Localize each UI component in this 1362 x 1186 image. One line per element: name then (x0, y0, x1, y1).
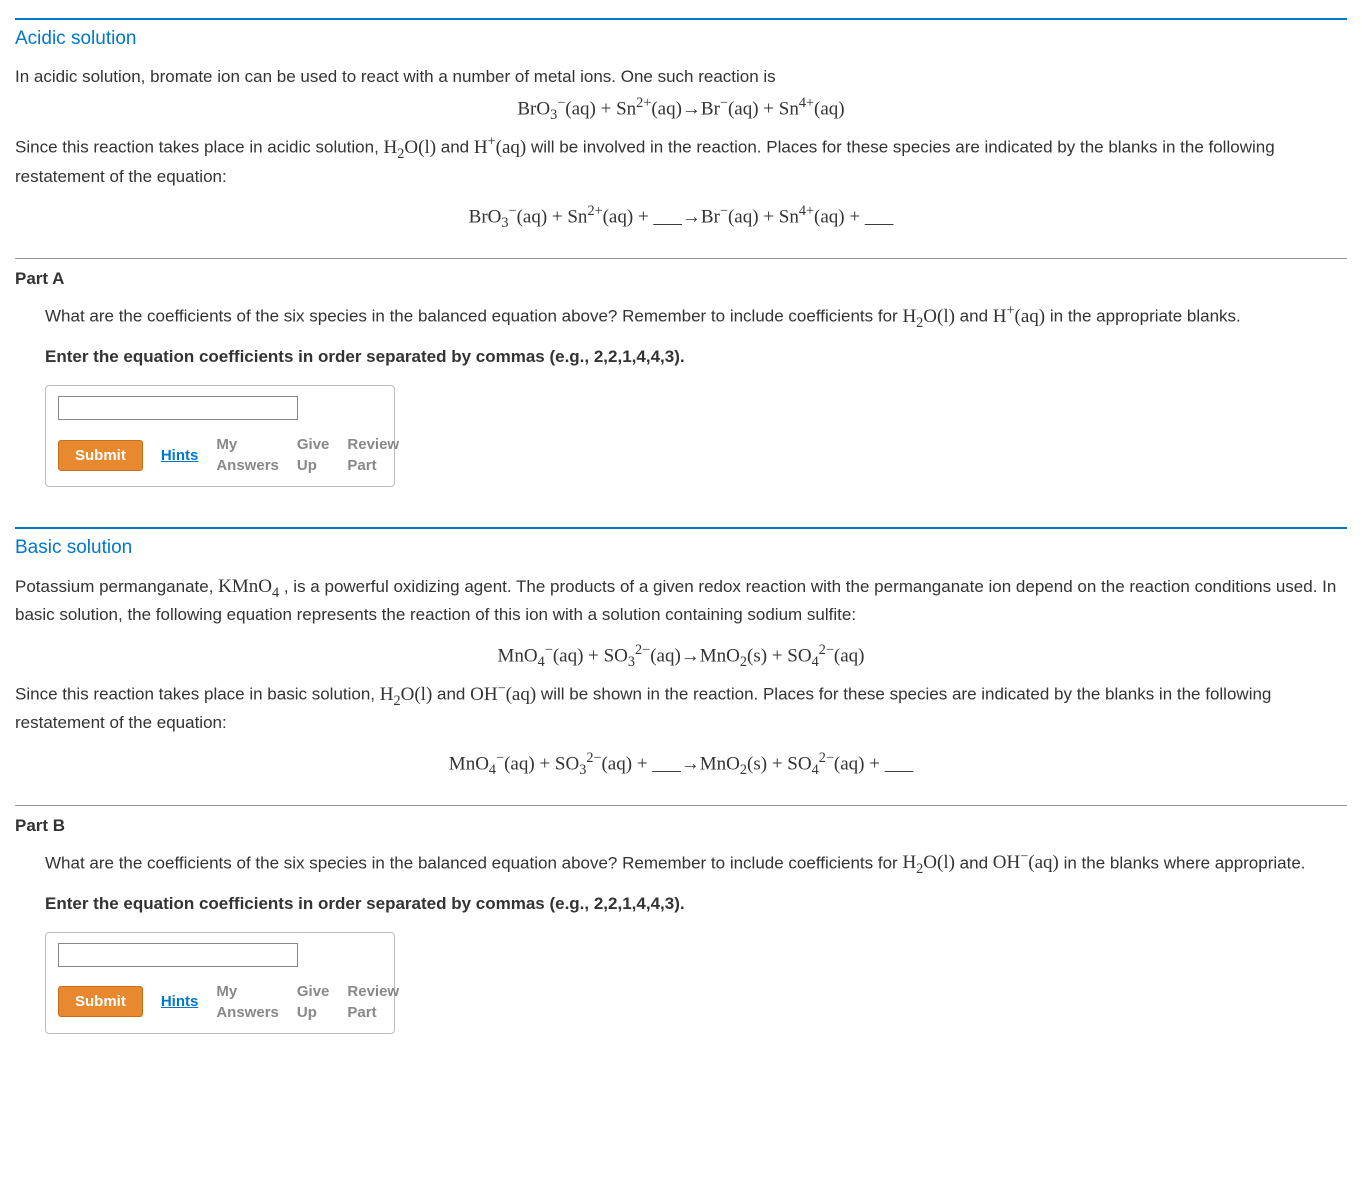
part-a-give-up-link[interactable]: Give Up (297, 434, 330, 476)
part-b-question: What are the coefficients of the six spe… (45, 848, 1347, 880)
part-a-answer-container: Submit Hints My Answers Give Up Review P… (45, 385, 395, 487)
acidic-intro: In acidic solution, bromate ion can be u… (15, 65, 1347, 89)
basic-equation-1: MnO4−(aq) + SO32−(aq)→MnO2(s) + SO42−(aq… (15, 641, 1347, 673)
acidic-heading: Acidic solution (15, 18, 1347, 53)
part-a-review-link[interactable]: Review Part (347, 434, 399, 476)
part-a-my-answers-link[interactable]: My Answers (216, 434, 279, 476)
part-a-label: Part A (15, 267, 1347, 291)
acidic-since: Since this reaction takes place in acidi… (15, 132, 1347, 188)
acidic-equation-1: BrO3−(aq) + Sn2+(aq)→Br−(aq) + Sn4+(aq) (15, 94, 1347, 126)
part-b-my-answers-link[interactable]: My Answers (216, 981, 279, 1023)
part-a-submit-button[interactable]: Submit (58, 440, 143, 471)
part-a-hints-link[interactable]: Hints (161, 445, 199, 466)
part-b-review-link[interactable]: Review Part (347, 981, 399, 1023)
acidic-equation-2: BrO3−(aq) + Sn2+(aq) + ___→Br−(aq) + Sn4… (15, 202, 1347, 234)
part-b-input[interactable] (58, 943, 298, 967)
part-b-give-up-link[interactable]: Give Up (297, 981, 330, 1023)
part-b-prompt: Enter the equation coefficients in order… (45, 892, 1347, 916)
part-b-label: Part B (15, 814, 1347, 838)
basic-equation-2: MnO4−(aq) + SO32−(aq) + ___→MnO2(s) + SO… (15, 749, 1347, 781)
part-a-prompt: Enter the equation coefficients in order… (45, 345, 1347, 369)
basic-intro: Potassium permanganate, KMnO4 , is a pow… (15, 574, 1347, 628)
part-b-submit-button[interactable]: Submit (58, 986, 143, 1017)
part-a-question: What are the coefficients of the six spe… (45, 301, 1347, 333)
part-a-input[interactable] (58, 396, 298, 420)
basic-since: Since this reaction takes place in basic… (15, 679, 1347, 735)
basic-heading: Basic solution (15, 527, 1347, 562)
part-b-hints-link[interactable]: Hints (161, 991, 199, 1012)
part-b-answer-container: Submit Hints My Answers Give Up Review P… (45, 932, 395, 1034)
